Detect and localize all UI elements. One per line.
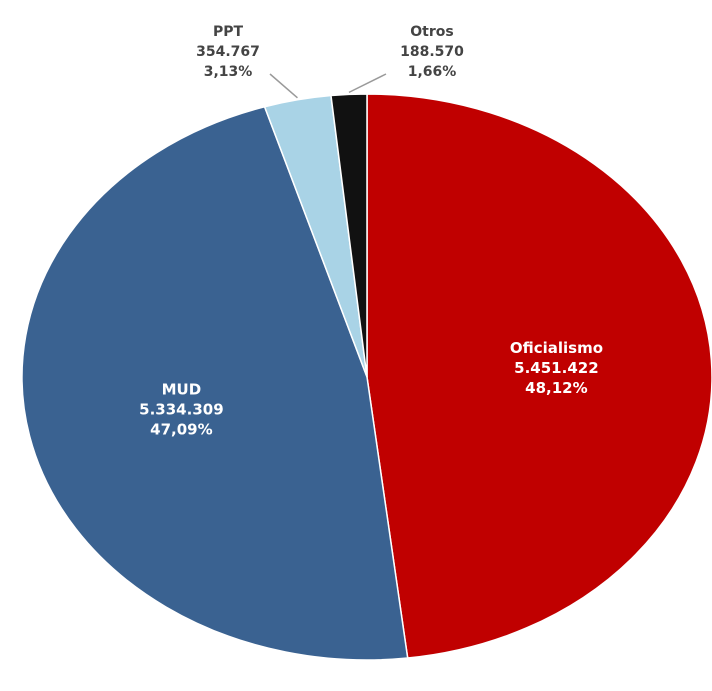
slice-ppt-label-percent: 3,13% — [204, 64, 253, 80]
slice-oficialismo-label-value: 5.451.422 — [514, 359, 598, 377]
slice-otros-label-percent: 1,66% — [408, 64, 457, 80]
labels-layer: Oficialismo 5.451.422 48,12% MUD 5.334.309 47… — [139, 24, 603, 438]
slice-otros-label-name: Otros — [410, 24, 453, 40]
pie-slice-otros — [330, 93, 368, 378]
leaders-layer — [269, 73, 387, 99]
slice-mud-label-percent: 47,09% — [150, 420, 212, 438]
slice-ppt-label-value: 354.767 — [196, 44, 260, 60]
leader-line-ppt — [269, 73, 298, 99]
slices-layer — [21, 93, 712, 661]
pie-slice-oficialismo — [366, 93, 712, 659]
slice-ppt-label-name: PPT — [213, 24, 244, 40]
slice-oficialismo-label-name: Oficialismo — [510, 339, 603, 357]
leader-line-otros — [348, 73, 387, 94]
pie-slice-mud — [21, 105, 409, 661]
slice-mud-label-name: MUD — [162, 380, 202, 398]
slice-otros-label-value: 188.570 — [400, 44, 464, 60]
slice-mud-label-value: 5.334.309 — [139, 400, 223, 418]
slice-oficialismo-label-percent: 48,12% — [525, 379, 587, 397]
